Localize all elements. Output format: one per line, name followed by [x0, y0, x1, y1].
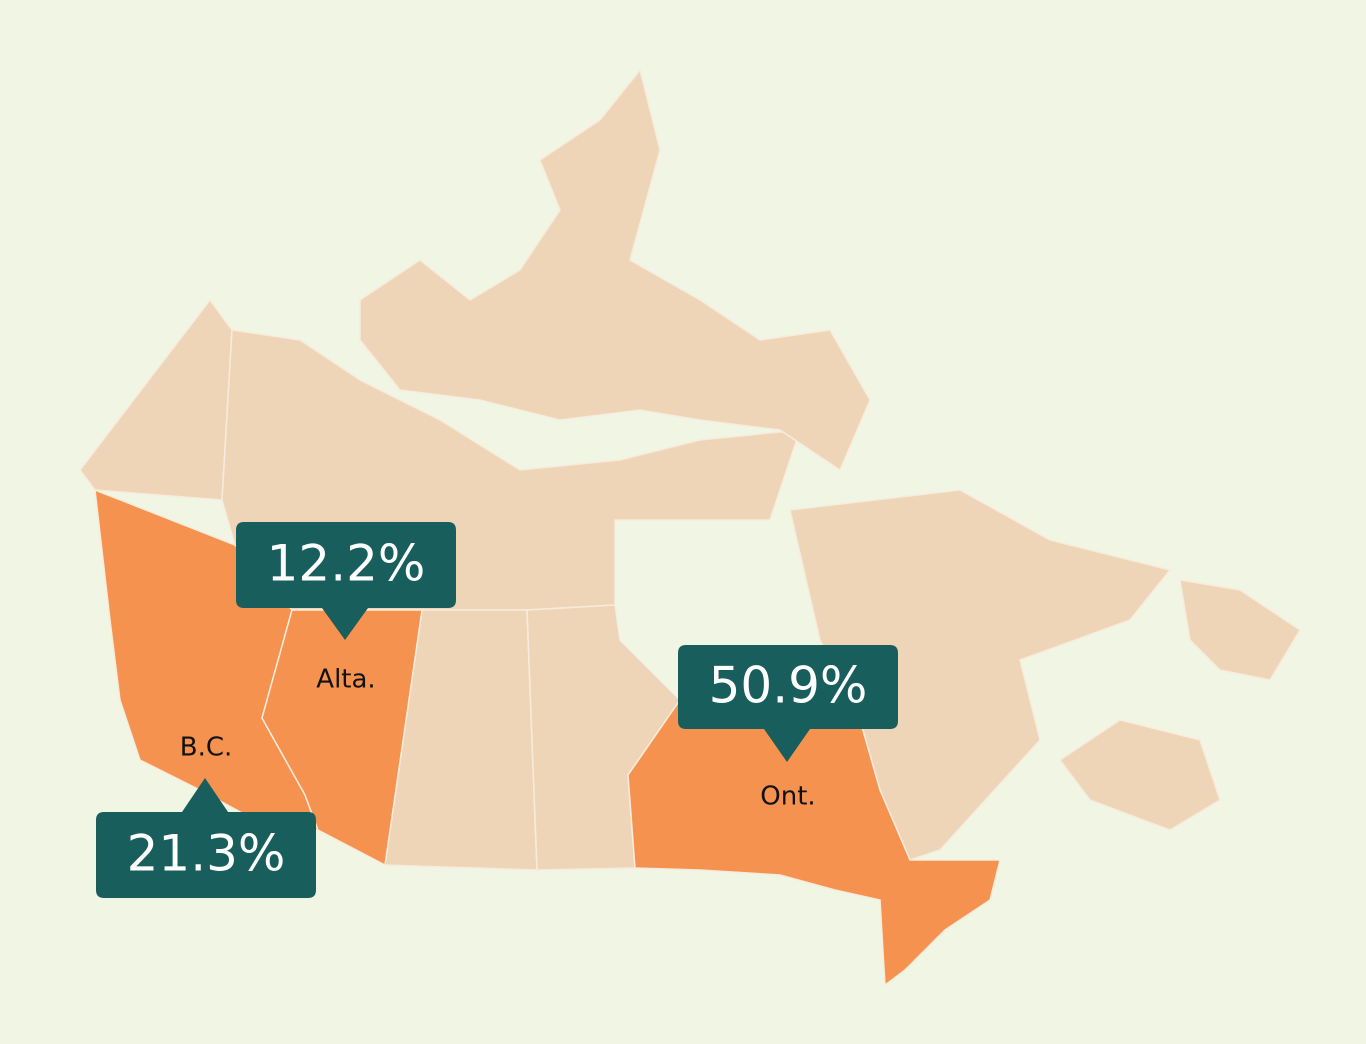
callout: 12.2%: [236, 522, 456, 640]
alberta-shape: [261, 609, 423, 867]
value-label: 21.3%: [127, 825, 286, 883]
newfoundland: [1179, 579, 1302, 681]
maritimes: [1058, 719, 1221, 831]
callout: 50.9%: [678, 645, 898, 762]
value-label: 50.9%: [709, 657, 868, 715]
province-label: Ont.: [760, 782, 815, 812]
value-label: 12.2%: [267, 535, 426, 593]
province-label: Alta.: [316, 665, 375, 695]
arctic-islands: [359, 68, 871, 472]
province-label: B.C.: [180, 733, 233, 763]
callout: 21.3%: [96, 778, 316, 898]
